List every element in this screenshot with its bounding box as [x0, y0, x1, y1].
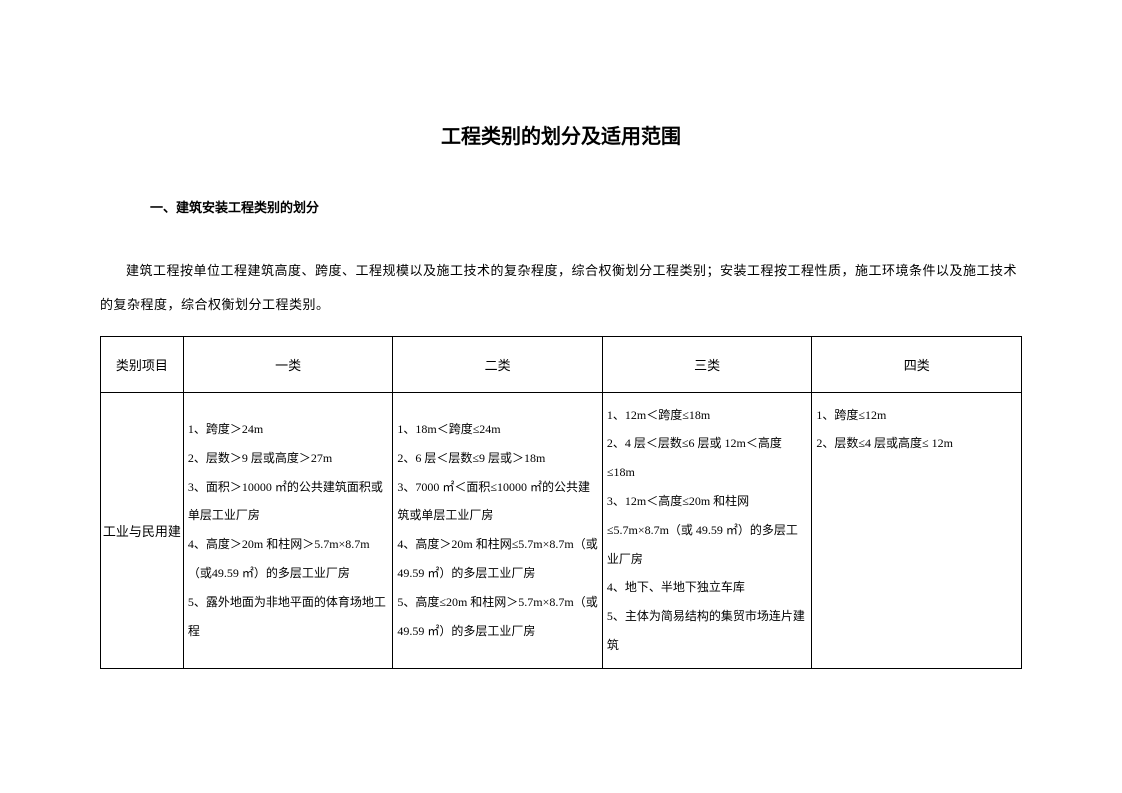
cell-line: 3、面积＞10000 ㎡的公共建筑面积或单层工业厂房	[188, 473, 389, 531]
cell-line: 1、跨度≤12m	[816, 401, 1017, 430]
cell-cat3: 1、12m＜跨度≤18m 2、4 层＜层数≤6 层或 12m＜高度≤18m 3、…	[602, 392, 812, 668]
table-row: 工业与民用建 1、跨度＞24m 2、层数＞9 层或高度＞27m 3、面积＞100…	[101, 392, 1022, 668]
header-cat1: 一类	[183, 336, 393, 392]
cell-line: 5、露外地面为非地平面的体育场地工程	[188, 588, 389, 646]
cell-line: 1、18m＜跨度≤24m	[397, 415, 598, 444]
cell-line: 2、4 层＜层数≤6 层或 12m＜高度≤18m	[607, 429, 808, 487]
header-cat4: 四类	[812, 336, 1022, 392]
cell-line: 2、层数≤4 层或高度≤ 12m	[816, 429, 1017, 458]
cell-cat2-content: 1、18m＜跨度≤24m 2、6 层＜层数≤9 层或＞18m 3、7000 ㎡＜…	[393, 407, 602, 653]
cell-line: 1、12m＜跨度≤18m	[607, 401, 808, 430]
cell-line: 5、高度≤20m 和柱网＞5.7m×8.7m（或49.59 ㎡）的多层工业厂房	[397, 588, 598, 646]
header-label: 类别项目	[101, 336, 184, 392]
cell-line: 4、地下、半地下独立车库	[607, 573, 808, 602]
cell-line: 1、跨度＞24m	[188, 415, 389, 444]
section-heading: 一、建筑安装工程类别的划分	[150, 197, 1022, 216]
cell-line: 4、高度＞20m 和柱网≤5.7m×8.7m（或49.59 ㎡）的多层工业厂房	[397, 530, 598, 588]
cell-line: 5、主体为简易结构的集贸市场连片建筑	[607, 602, 808, 660]
row-label: 工业与民用建	[101, 392, 184, 668]
cell-line: 2、层数＞9 层或高度＞27m	[188, 444, 389, 473]
header-cat3: 三类	[602, 336, 812, 392]
cell-line: 4、高度＞20m 和柱网＞5.7m×8.7m（或49.59 ㎡）的多层工业厂房	[188, 530, 389, 588]
cell-line: 3、7000 ㎡＜面积≤10000 ㎡的公共建筑或单层工业厂房	[397, 473, 598, 531]
table-header-row: 类别项目 一类 二类 三类 四类	[101, 336, 1022, 392]
intro-paragraph: 建筑工程按单位工程建筑高度、跨度、工程规模以及施工技术的复杂程度，综合权衡划分工…	[100, 254, 1022, 322]
cell-cat2: 1、18m＜跨度≤24m 2、6 层＜层数≤9 层或＞18m 3、7000 ㎡＜…	[393, 392, 603, 668]
cell-cat1-content: 1、跨度＞24m 2、层数＞9 层或高度＞27m 3、面积＞10000 ㎡的公共…	[184, 407, 393, 653]
page-title: 工程类别的划分及适用范围	[100, 120, 1022, 149]
cell-cat4: 1、跨度≤12m 2、层数≤4 层或高度≤ 12m	[812, 392, 1022, 668]
classification-table: 类别项目 一类 二类 三类 四类 工业与民用建 1、跨度＞24m 2、层数＞9 …	[100, 336, 1022, 669]
cell-line: 2、6 层＜层数≤9 层或＞18m	[397, 444, 598, 473]
cell-cat4-content: 1、跨度≤12m 2、层数≤4 层或高度≤ 12m	[812, 393, 1021, 467]
cell-cat1: 1、跨度＞24m 2、层数＞9 层或高度＞27m 3、面积＞10000 ㎡的公共…	[183, 392, 393, 668]
cell-line: 3、12m＜高度≤20m 和柱网 ≤5.7m×8.7m（或 49.59 ㎡）的多…	[607, 487, 808, 573]
cell-cat3-content: 1、12m＜跨度≤18m 2、4 层＜层数≤6 层或 12m＜高度≤18m 3、…	[603, 393, 812, 668]
header-cat2: 二类	[393, 336, 603, 392]
